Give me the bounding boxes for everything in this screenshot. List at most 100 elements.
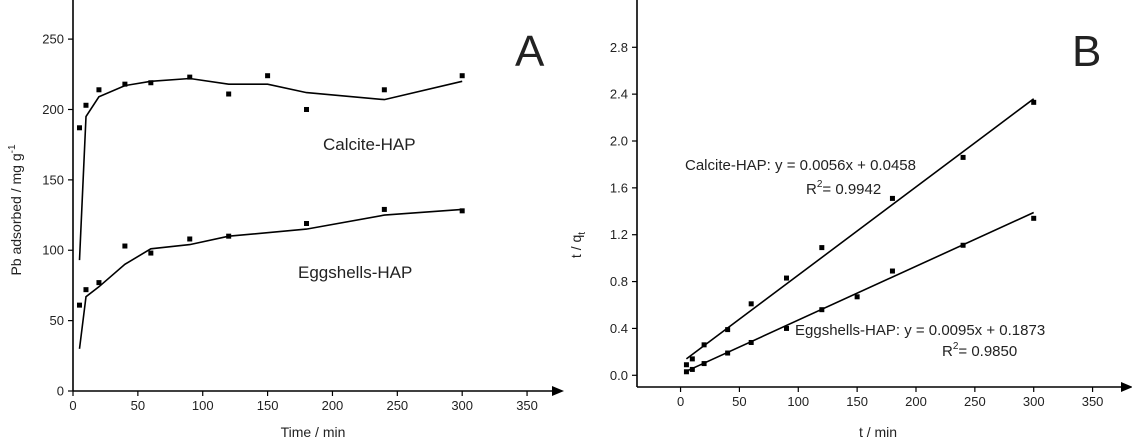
data-point-1 (226, 233, 232, 239)
y-tick-label: 50 (50, 313, 64, 328)
panel-a-x-axis-arrow (552, 386, 564, 396)
x-tick-label: 200 (322, 398, 344, 413)
data-point-0 (304, 106, 310, 112)
y-tick-label: 0.8 (610, 274, 628, 289)
x-tick-label: 0 (69, 398, 76, 413)
panel-a: 0 50 100 150 200 250 300 350 0 50 100 150 200 250 A T… (7, 0, 564, 440)
data-point-0 (1031, 99, 1037, 105)
y-tick-label: 0.4 (610, 321, 628, 336)
data-point-0 (701, 342, 707, 348)
panel-b: 0 50 100 150 200 250 300 350 0.0 0.4 0.8 1.2 1.6 2.0 2… (568, 0, 1132, 440)
x-tick-label: 250 (964, 394, 986, 409)
panel-b-x-axis-arrow (1121, 382, 1132, 392)
data-point-0 (96, 87, 102, 93)
x-tick-label: 350 (1082, 394, 1104, 409)
data-point-1 (748, 339, 754, 345)
x-tick-label: 100 (192, 398, 214, 413)
data-point-0 (381, 87, 387, 93)
data-point-0 (459, 73, 465, 79)
y-tick-label: 2.0 (610, 134, 628, 149)
y-tick-label: 100 (42, 243, 64, 258)
data-point-1 (304, 221, 310, 227)
panel-b-y-axis-label: t / qt (568, 232, 588, 258)
x-tick-label: 200 (905, 394, 927, 409)
data-point-0 (748, 301, 754, 307)
panel-b-equation-eggshells: Eggshells-HAP: y = 0.0095x + 0.1873 (795, 322, 1045, 339)
data-point-0 (683, 362, 689, 368)
panel-b-r2-eggshells: R2= 0.9850 (942, 341, 1017, 360)
data-point-0 (725, 327, 731, 333)
data-point-0 (689, 356, 695, 362)
data-point-1 (187, 236, 193, 242)
data-point-1 (381, 206, 387, 212)
x-tick-label: 50 (732, 394, 746, 409)
panel-b-r2-calcite-sup: 2 (817, 179, 823, 190)
data-point-0 (83, 102, 89, 108)
panel-b-r2-calcite-prefix: R (806, 181, 817, 198)
panel-b-r2-calcite: R2= 0.9942 (806, 179, 881, 198)
data-point-0 (819, 245, 825, 251)
data-point-1 (76, 302, 82, 308)
panel-a-y-axis-label-main: Pb adsorbed / mg g (8, 153, 24, 275)
panel-b-r2-eggshells-sup: 2 (953, 341, 959, 352)
x-tick-label: 150 (846, 394, 868, 409)
panel-a-y-axis-label-sup: -1 (7, 144, 18, 153)
panel-a-y-axis-label: Pb adsorbed / mg g-1 (7, 144, 24, 276)
panel-a-x-axis-label: Time / min (281, 424, 346, 440)
data-point-1 (819, 307, 825, 313)
panel-b-letter: B (1072, 27, 1101, 76)
data-point-0 (76, 125, 82, 131)
panel-b-y-axis-label-sub: t (577, 232, 588, 235)
data-point-1 (889, 268, 895, 274)
panel-b-equation-calcite: Calcite-HAP: y = 0.0056x + 0.0458 (685, 157, 916, 174)
data-point-0 (226, 91, 232, 97)
panel-b-y-axis-label-main: t / q (568, 235, 584, 258)
panel-b-r2-calcite-value: = 0.9942 (822, 181, 881, 198)
y-tick-label: 0.0 (610, 368, 628, 383)
data-point-1 (683, 369, 689, 375)
series-fit-line-1 (78, 208, 463, 349)
panel-a-series-label-calcite: Calcite-HAP (323, 135, 416, 154)
x-tick-label: 50 (131, 398, 145, 413)
y-tick-label: 1.6 (610, 180, 628, 195)
data-point-1 (725, 350, 731, 356)
data-point-1 (148, 250, 154, 256)
x-tick-label: 350 (516, 398, 538, 413)
x-tick-label: 150 (257, 398, 279, 413)
y-tick-label: 0 (57, 384, 64, 399)
panel-b-x-axis-label: t / min (859, 424, 897, 440)
y-tick-label: 250 (42, 32, 64, 47)
x-tick-label: 0 (677, 394, 684, 409)
x-tick-label: 300 (451, 398, 473, 413)
data-point-0 (960, 154, 966, 160)
x-tick-label: 300 (1023, 394, 1045, 409)
data-point-0 (187, 74, 193, 80)
data-point-1 (122, 243, 128, 249)
y-tick-label: 2.8 (610, 40, 628, 55)
series-fit-line-0 (685, 98, 1035, 360)
panel-b-r2-eggshells-prefix: R (942, 343, 953, 360)
data-point-0 (265, 73, 271, 79)
data-point-1 (784, 325, 790, 331)
panel-a-letter: A (515, 27, 545, 76)
data-point-0 (889, 195, 895, 201)
data-point-1 (1031, 215, 1037, 221)
series-fit-line-1 (686, 211, 1035, 372)
y-tick-label: 150 (42, 172, 64, 187)
panel-b-r2-eggshells-value: = 0.9850 (958, 343, 1017, 360)
data-point-0 (122, 81, 128, 87)
data-point-1 (960, 242, 966, 248)
data-point-1 (83, 287, 89, 293)
data-point-0 (784, 275, 790, 281)
y-tick-label: 200 (42, 102, 64, 117)
x-tick-label: 100 (787, 394, 809, 409)
data-point-1 (459, 208, 465, 214)
data-point-1 (689, 366, 695, 372)
y-tick-label: 1.2 (610, 227, 628, 242)
y-tick-label: 2.4 (610, 87, 628, 102)
panel-a-series-label-eggshells: Eggshells-HAP (298, 263, 412, 282)
x-tick-label: 250 (386, 398, 408, 413)
data-point-1 (96, 280, 102, 286)
data-point-1 (701, 361, 707, 367)
